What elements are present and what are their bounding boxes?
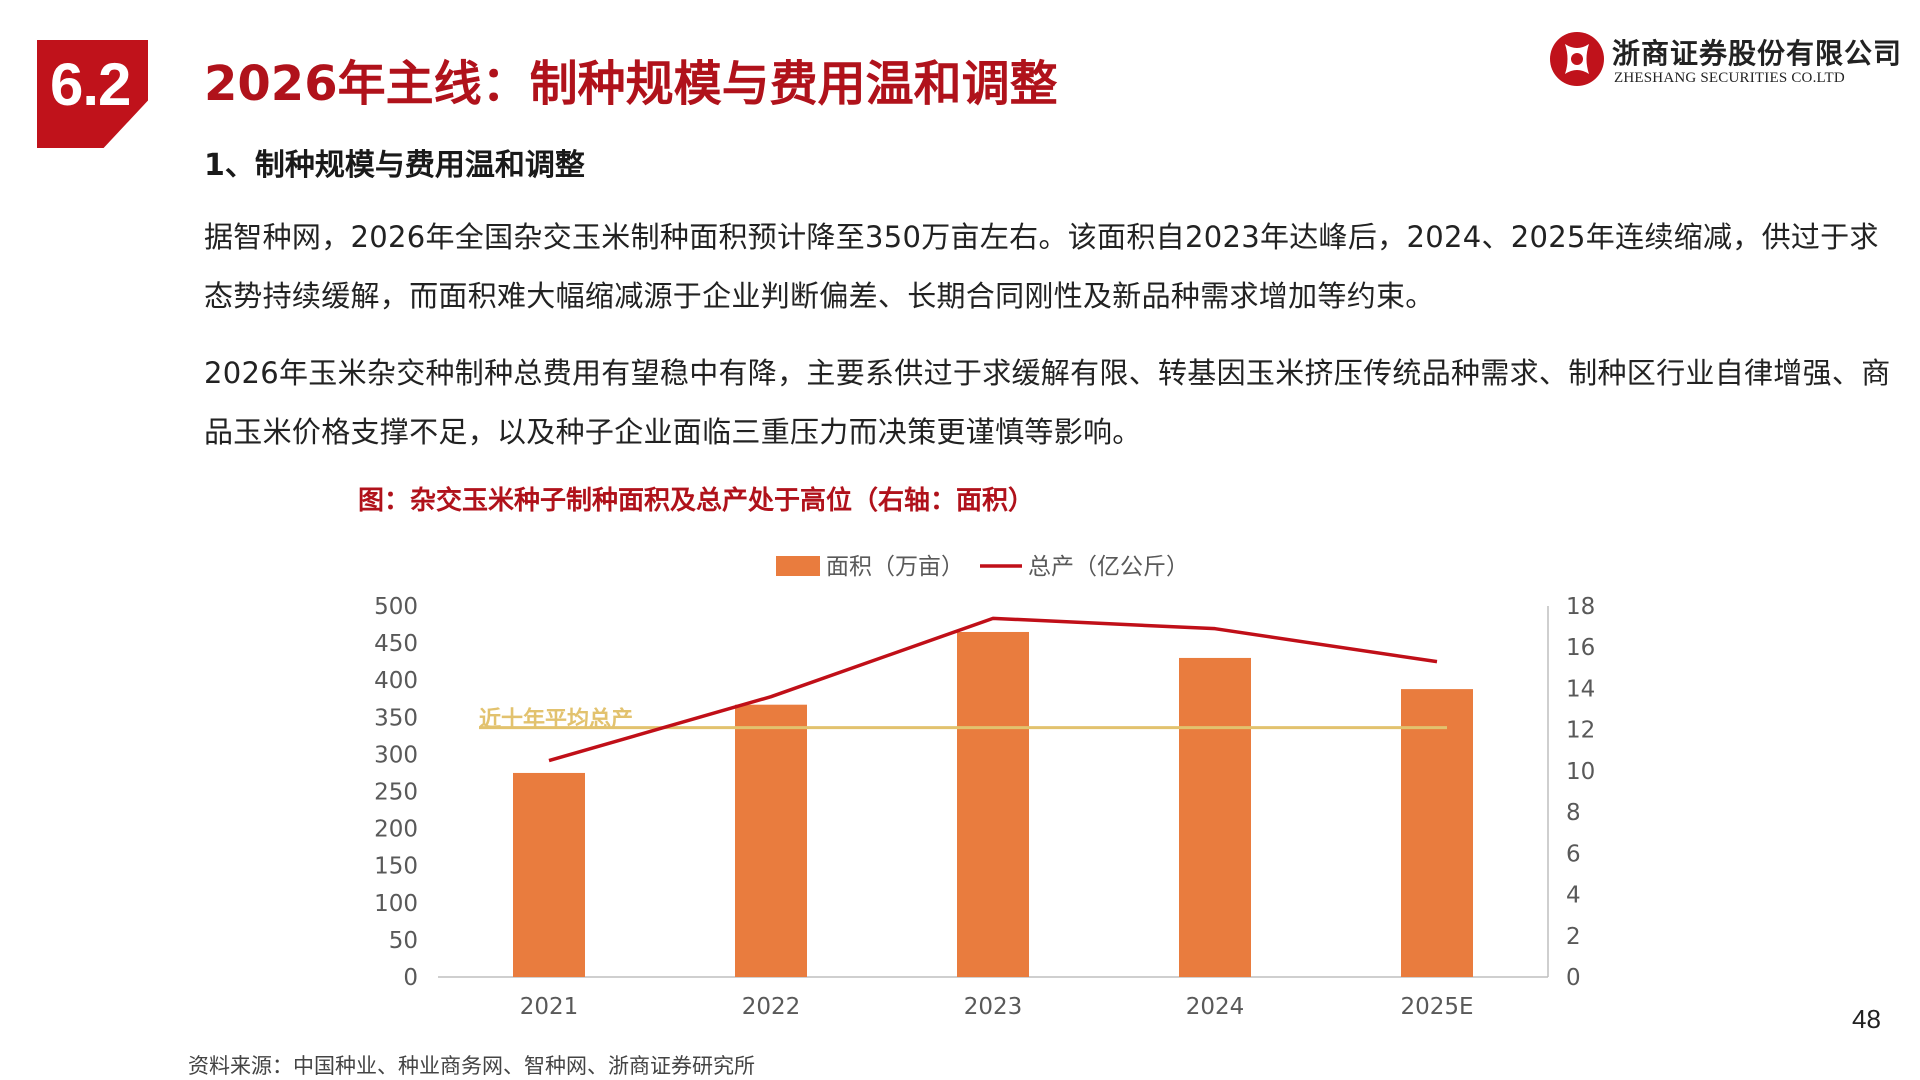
- x-axis-tick-label: 2022: [742, 994, 801, 1020]
- left-axis-tick-label: 500: [374, 594, 418, 620]
- right-axis-tick-label: 0: [1566, 965, 1581, 991]
- bar-area-2024: [1179, 657, 1251, 977]
- source-note: 资料来源：中国种业、种业商务网、智种网、浙商证券研究所: [188, 1054, 755, 1078]
- x-axis-tick-label: 2025E: [1400, 994, 1473, 1020]
- right-axis-tick-label: 8: [1566, 800, 1581, 826]
- section-number-badge: 6.2: [37, 40, 148, 148]
- left-axis-tick-label: 350: [374, 705, 418, 731]
- company-logo: 浙商证券股份有限公司 ZHESHANG SECURITIES CO.LTD: [1548, 30, 1901, 92]
- right-axis-tick-label: 14: [1566, 676, 1595, 702]
- bar-area-2023: [957, 631, 1029, 977]
- left-axis-tick-label: 100: [374, 891, 418, 917]
- x-axis-tick-label: 2024: [1186, 994, 1245, 1020]
- left-axis-tick-label: 200: [374, 817, 418, 843]
- right-axis-tick-label: 4: [1566, 883, 1581, 909]
- left-axis-tick-label: 450: [374, 631, 418, 657]
- logo-company-name-cn: 浙商证券股份有限公司: [1612, 37, 1903, 70]
- bar-area-2025E: [1401, 689, 1473, 977]
- legend-label-area: 面积（万亩）: [826, 554, 964, 580]
- chart-title: 图：杂交玉米种子制种面积及总产处于高位（右轴：面积）: [358, 486, 1035, 516]
- left-axis-tick-label: 300: [374, 742, 418, 768]
- right-axis-tick-label: 10: [1566, 759, 1595, 785]
- page-title: 2026年主线：制种规模与费用温和调整: [204, 56, 1058, 112]
- right-axis-tick-label: 16: [1566, 635, 1595, 661]
- left-axis-tick-label: 50: [389, 928, 418, 954]
- x-axis-tick-label: 2021: [520, 994, 579, 1020]
- right-axis-tick-label: 2: [1566, 924, 1581, 950]
- reference-line-label: 近十年平均总产: [479, 707, 633, 733]
- section-subheading: 1、制种规模与费用温和调整: [204, 148, 585, 183]
- left-axis-tick-label: 0: [403, 965, 418, 991]
- x-axis-tick-label: 2023: [964, 994, 1023, 1020]
- bar-area-2022: [735, 704, 807, 977]
- logo-company-name-en: ZHESHANG SECURITIES CO.LTD: [1614, 70, 1845, 86]
- left-axis-tick-label: 250: [374, 780, 418, 806]
- zheshang-logo-icon: [1550, 32, 1604, 86]
- page-number: 48: [1852, 1004, 1881, 1034]
- left-axis-tick-label: 150: [374, 854, 418, 880]
- legend-label-production: 总产（亿公斤）: [1028, 554, 1189, 580]
- paragraph-2: 2026年玉米杂交种制种总费用有望稳中有降，主要系供过于求缓解有限、转基因玉米挤…: [204, 356, 1891, 449]
- left-axis-tick-label: 400: [374, 668, 418, 694]
- bar-area-2021: [513, 772, 585, 977]
- section-number: 6.2: [50, 51, 131, 118]
- paragraph-1: 据智种网，2026年全国杂交玉米制种面积预计降至350万亩左右。该面积自2023…: [204, 220, 1879, 313]
- legend-swatch-area: [776, 556, 820, 576]
- right-axis-tick-label: 6: [1566, 841, 1581, 867]
- right-axis-tick-label: 12: [1566, 718, 1595, 744]
- right-axis-tick-label: 18: [1566, 594, 1595, 620]
